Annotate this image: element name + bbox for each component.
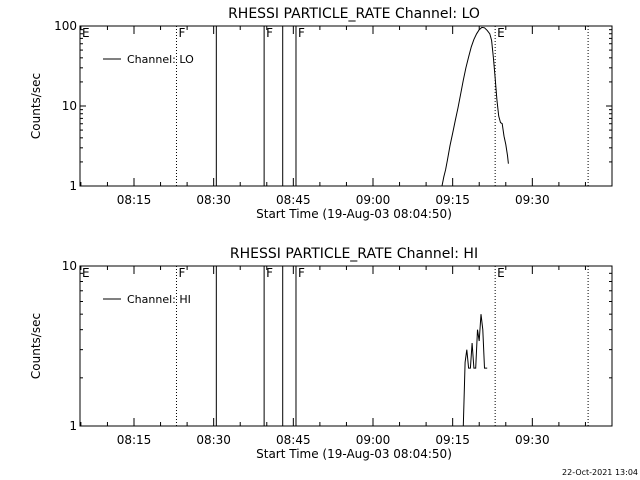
chart-panel-2: RHESSI PARTICLE_RATE Channel: HI Start Ti…: [29, 246, 613, 461]
y-tick-label: 10: [62, 99, 77, 113]
x-tick-label: 09:30: [515, 433, 550, 447]
flag-marker-label: F: [298, 266, 305, 280]
x-tick-label: 09:30: [515, 193, 550, 207]
y-tick-label: 1: [69, 179, 77, 193]
flag-marker-label: E: [497, 26, 505, 40]
chart-title: RHESSI PARTICLE_RATE Channel: HI: [230, 246, 478, 262]
flag-marker-label: E: [82, 266, 90, 280]
x-axis-label: Start Time (19-Aug-03 08:04:50): [256, 447, 452, 461]
y-axis-label: Counts/sec: [29, 73, 43, 139]
series-line: [441, 26, 509, 187]
x-tick-label: 09:15: [435, 193, 470, 207]
plot-frame: [79, 25, 613, 187]
flag-marker-label: F: [266, 26, 273, 40]
x-tick-label: 09:00: [356, 193, 391, 207]
chart-title: RHESSI PARTICLE_RATE Channel: LO: [228, 6, 480, 22]
y-axis-label: Counts/sec: [29, 313, 43, 379]
y-tick-label: 100: [54, 19, 77, 33]
legend-label: Channel: HI: [127, 293, 191, 306]
x-axis-label: Start Time (19-Aug-03 08:04:50): [256, 207, 452, 221]
plot-frame: [79, 265, 613, 427]
series-line: [462, 314, 488, 427]
x-tick-label: 08:30: [196, 433, 231, 447]
flag-marker-label: F: [178, 26, 185, 40]
flag-marker-label: F: [178, 266, 185, 280]
y-tick-label: 10: [62, 259, 77, 273]
x-tick-label: 08:30: [196, 193, 231, 207]
flag-marker-label: F: [298, 26, 305, 40]
flag-marker-label: E: [82, 26, 90, 40]
x-tick-label: 09:15: [435, 433, 470, 447]
x-tick-label: 08:15: [117, 193, 152, 207]
footer-timestamp: 22-Oct-2021 13:04: [562, 468, 638, 477]
chart-panel-1: RHESSI PARTICLE_RATE Channel: LO Start Ti…: [29, 6, 613, 221]
flag-marker-label: F: [266, 266, 273, 280]
x-tick-label: 08:45: [276, 193, 311, 207]
x-tick-label: 08:15: [117, 433, 152, 447]
flag-marker-label: E: [497, 266, 505, 280]
x-tick-label: 09:00: [356, 433, 391, 447]
y-tick-label: 1: [69, 419, 77, 433]
legend-label: Channel: LO: [127, 53, 194, 66]
x-tick-label: 08:45: [276, 433, 311, 447]
